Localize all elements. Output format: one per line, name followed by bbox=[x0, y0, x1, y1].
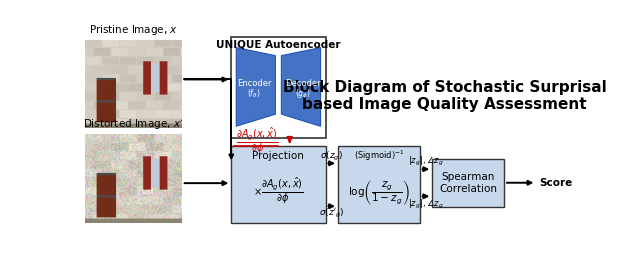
Text: $(\mathrm{Sigmoid})^{-1}$: $(\mathrm{Sigmoid})^{-1}$ bbox=[353, 148, 404, 163]
Text: Decoder: Decoder bbox=[285, 79, 321, 88]
Text: $|z_g|, \angle z_g$: $|z_g|, \angle z_g$ bbox=[408, 155, 444, 168]
FancyBboxPatch shape bbox=[231, 37, 326, 138]
FancyBboxPatch shape bbox=[231, 146, 326, 223]
FancyBboxPatch shape bbox=[338, 146, 420, 223]
Polygon shape bbox=[282, 48, 321, 126]
Text: Block Diagram of Stochastic Surprisal
based Image Quality Assessment: Block Diagram of Stochastic Surprisal ba… bbox=[283, 80, 607, 112]
Text: $\times\dfrac{\partial A_g(x,\hat{x})}{\partial\phi}$: $\times\dfrac{\partial A_g(x,\hat{x})}{\… bbox=[253, 176, 304, 206]
Text: Projection: Projection bbox=[252, 150, 305, 161]
FancyBboxPatch shape bbox=[432, 159, 504, 207]
Text: $\dfrac{\partial A_g(x,\hat{x})}{\partial\phi}$: $\dfrac{\partial A_g(x,\hat{x})}{\partia… bbox=[236, 125, 279, 156]
Text: $\sigma(z_g)$: $\sigma(z_g)$ bbox=[320, 150, 343, 163]
Text: Encoder: Encoder bbox=[237, 79, 271, 88]
Text: $(g_\phi)$: $(g_\phi)$ bbox=[295, 88, 311, 101]
Text: Score: Score bbox=[539, 178, 572, 188]
Text: $(f_\theta)$: $(f_\theta)$ bbox=[247, 88, 260, 100]
Text: Spearman
Correlation: Spearman Correlation bbox=[439, 172, 497, 194]
Text: $\log\!\left(\dfrac{z_g}{1-z_g}\right)$: $\log\!\left(\dfrac{z_g}{1-z_g}\right)$ bbox=[348, 178, 410, 207]
Text: UNIQUE Autoencoder: UNIQUE Autoencoder bbox=[216, 40, 340, 50]
Polygon shape bbox=[236, 48, 275, 126]
Text: $|z_g|, \angle z_g$: $|z_g|, \angle z_g$ bbox=[408, 198, 444, 211]
Text: $\sigma(z'_g)$: $\sigma(z'_g)$ bbox=[319, 207, 344, 220]
Text: Distorted Image, $x'$: Distorted Image, $x'$ bbox=[83, 118, 184, 132]
Text: Pristine Image, $x$: Pristine Image, $x$ bbox=[89, 24, 178, 37]
